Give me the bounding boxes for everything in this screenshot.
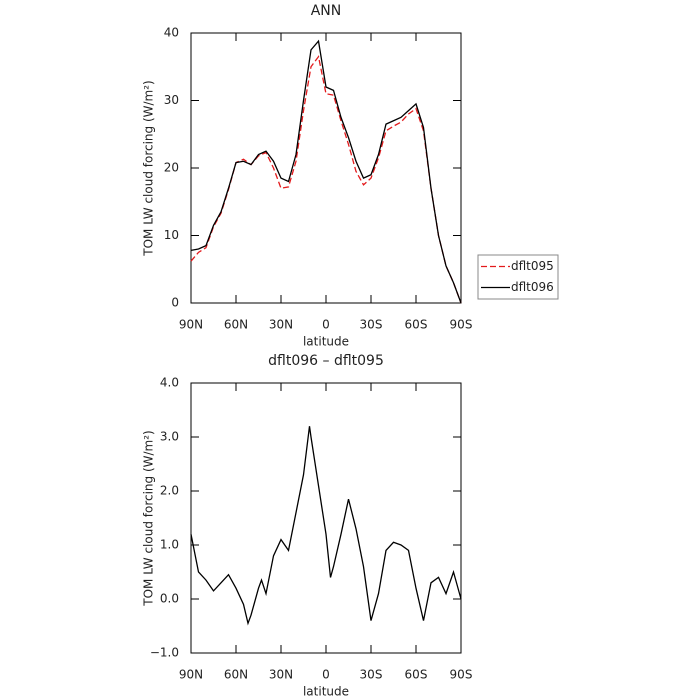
legend-label: dflt096 bbox=[511, 280, 554, 294]
x-tick-label: 60N bbox=[224, 668, 248, 682]
y-tick-label: 30 bbox=[164, 93, 179, 107]
y-tick-label: 0.0 bbox=[160, 592, 179, 606]
x-tick-label: 90S bbox=[450, 318, 473, 332]
y-tick-label: 1.0 bbox=[160, 538, 179, 552]
x-tick-label: 30S bbox=[360, 668, 383, 682]
y-tick-label: −1.0 bbox=[150, 646, 179, 660]
y-tick-label: 4.0 bbox=[160, 376, 179, 390]
x-tick-label: 30N bbox=[269, 668, 293, 682]
x-tick-label: 0 bbox=[322, 318, 330, 332]
data-line bbox=[190, 39, 462, 304]
chart-title: ANN bbox=[311, 3, 342, 19]
x-axis-label: latitude bbox=[303, 335, 349, 349]
y-tick-label: 20 bbox=[164, 161, 179, 175]
x-tick-label: 30N bbox=[269, 318, 293, 332]
x-tick-label: 60S bbox=[405, 318, 428, 332]
y-tick-label: 0 bbox=[171, 296, 179, 310]
y-tick-label: 2.0 bbox=[160, 484, 179, 498]
x-tick-label: 60S bbox=[405, 668, 428, 682]
x-tick-label: 90S bbox=[450, 668, 473, 682]
y-tick-label: 3.0 bbox=[160, 430, 179, 444]
x-tick-label: 30S bbox=[360, 318, 383, 332]
x-tick-label: 90N bbox=[179, 318, 203, 332]
x-axis-label: latitude bbox=[303, 685, 349, 699]
data-line bbox=[190, 426, 462, 626]
legend-label: dflt095 bbox=[511, 259, 554, 273]
y-tick-label: 40 bbox=[164, 26, 179, 40]
chart-title: dflt096 – dflt095 bbox=[268, 353, 384, 369]
y-tick-label: 10 bbox=[164, 228, 179, 242]
legend-box bbox=[477, 254, 559, 300]
plot-frame bbox=[190, 382, 462, 654]
x-tick-label: 60N bbox=[224, 318, 248, 332]
y-axis-label: TOM LW cloud forcing (W/m²) bbox=[142, 430, 156, 607]
x-tick-label: 90N bbox=[179, 668, 203, 682]
x-tick-label: 0 bbox=[322, 668, 330, 682]
plot-frame bbox=[190, 32, 462, 304]
y-axis-label: TOM LW cloud forcing (W/m²) bbox=[142, 80, 156, 257]
